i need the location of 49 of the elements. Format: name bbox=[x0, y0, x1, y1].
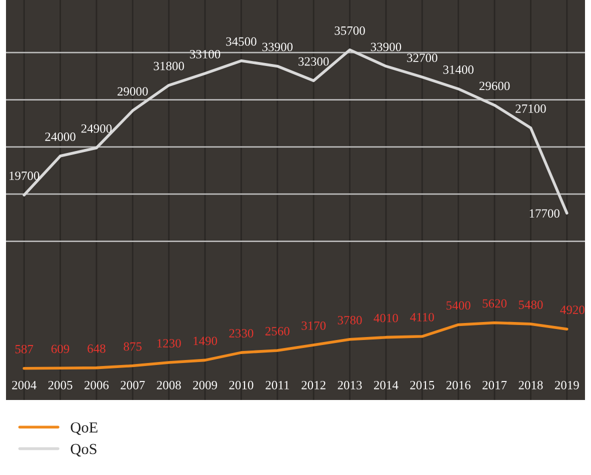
data-label: 875 bbox=[124, 342, 142, 351]
data-label: 17700 bbox=[530, 209, 560, 218]
x-tick-label: 2015 bbox=[410, 380, 434, 390]
x-tick-label: 2016 bbox=[446, 380, 470, 390]
data-label: 24000 bbox=[45, 132, 76, 141]
x-tick-label: 2017 bbox=[482, 380, 507, 390]
x-tick-label: 2008 bbox=[156, 380, 181, 390]
data-label: 3780 bbox=[338, 316, 362, 324]
x-tick-label: 2011 bbox=[266, 380, 289, 390]
data-label: 34500 bbox=[226, 37, 256, 46]
data-label: 2330 bbox=[229, 329, 254, 338]
data-label: 29000 bbox=[118, 87, 148, 96]
data-label: 35700 bbox=[334, 26, 365, 35]
x-tick-label: 2009 bbox=[193, 380, 218, 390]
data-label: 1230 bbox=[157, 339, 181, 348]
data-label: 3170 bbox=[302, 321, 326, 330]
data-label: 24900 bbox=[81, 124, 112, 133]
data-label: 4110 bbox=[410, 312, 434, 322]
data-label: 5620 bbox=[482, 299, 507, 308]
data-label: 32700 bbox=[407, 54, 438, 62]
data-label: 587 bbox=[15, 344, 34, 354]
x-tick-label: 2014 bbox=[374, 380, 398, 390]
x-tick-label: 2012 bbox=[302, 380, 326, 390]
x-tick-label: 2019 bbox=[554, 380, 579, 390]
x-tick-label: 2013 bbox=[338, 380, 362, 390]
data-label: 27100 bbox=[516, 104, 546, 113]
legend-label: QoS bbox=[70, 444, 96, 457]
data-label: 609 bbox=[51, 344, 70, 354]
data-label: 29600 bbox=[479, 82, 510, 90]
data-label: 32300 bbox=[298, 57, 329, 66]
data-label: 5480 bbox=[518, 300, 543, 309]
x-tick-label: 2005 bbox=[48, 380, 72, 390]
data-label: 31400 bbox=[443, 65, 474, 74]
data-label: 4920 bbox=[560, 306, 584, 314]
data-label: 648 bbox=[88, 344, 106, 353]
data-label: 4010 bbox=[374, 314, 398, 322]
legend-label: QoE bbox=[70, 422, 98, 435]
x-tick-label: 2007 bbox=[120, 380, 145, 390]
x-tick-label: 2006 bbox=[84, 380, 109, 390]
data-label: 2560 bbox=[265, 327, 290, 336]
data-label: 33900 bbox=[262, 42, 293, 52]
data-label: 19700 bbox=[10, 172, 40, 180]
data-label: 5400 bbox=[446, 301, 470, 310]
x-tick-label: 2010 bbox=[229, 380, 254, 390]
x-tick-label: 2018 bbox=[518, 380, 543, 390]
data-label: 33900 bbox=[370, 42, 402, 52]
x-tick-label: 2004 bbox=[12, 380, 36, 390]
data-label: 1490 bbox=[194, 336, 218, 346]
data-label: 31800 bbox=[154, 62, 184, 70]
